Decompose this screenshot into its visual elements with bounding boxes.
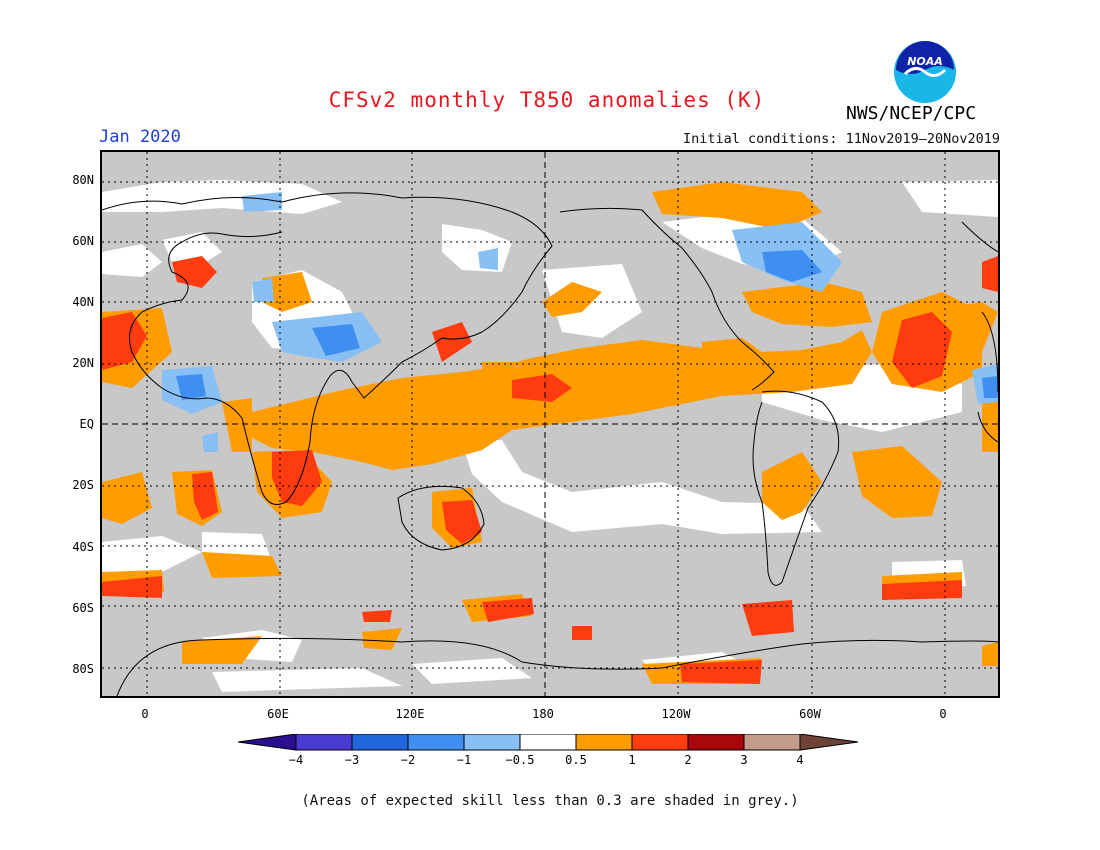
colorbar-segment: [687, 734, 745, 751]
lon-label: 180: [532, 707, 554, 721]
colorbar-tick: 0.5: [565, 753, 587, 767]
colorbar-tick: −2: [400, 753, 416, 767]
lat-label: 40N: [72, 295, 94, 309]
lat-label: 40S: [72, 540, 94, 554]
colorbar-tick: −3: [344, 753, 360, 767]
skill-footnote: (Areas of expected skill less than 0.3 a…: [301, 793, 799, 809]
colorbar-segment: [743, 734, 801, 751]
svg-text:NOAA: NOAA: [907, 55, 943, 68]
lon-label: 60E: [267, 707, 289, 721]
colorbar-tick: −4: [288, 753, 304, 767]
colorbar-segment: [351, 734, 409, 751]
colorbar-segment: [631, 734, 689, 751]
lon-label: 120W: [661, 707, 691, 721]
colorbar-segment: [407, 734, 465, 751]
colorbar: [238, 734, 859, 751]
colorbar-arrow-left: [238, 734, 297, 751]
lon-label: 120E: [395, 707, 425, 721]
anomaly-map-svg: [102, 152, 998, 696]
lat-label: 80N: [72, 173, 94, 187]
colorbar-tick: 4: [796, 753, 804, 767]
colorbar-arrow-right: [799, 734, 859, 751]
noaa-logo-icon: NOAA: [894, 41, 956, 103]
anomaly-map: [100, 150, 1000, 698]
lat-label: EQ: [79, 417, 94, 431]
lat-label: 20S: [72, 478, 94, 492]
orange-regions: [102, 182, 998, 684]
blue-regions: [176, 250, 998, 400]
forecast-month: Jan 2020: [99, 127, 181, 147]
colorbar-segment: [295, 734, 353, 751]
colorbar-segment: [463, 734, 521, 751]
lat-label: 80S: [72, 662, 94, 676]
gridlines: [102, 152, 998, 696]
colorbar-tick: 3: [740, 753, 748, 767]
lat-label: 60N: [72, 234, 94, 248]
colorbar-tick: −0.5: [505, 753, 535, 767]
colorbar-tick: 1: [628, 753, 636, 767]
lat-label: 20N: [72, 356, 94, 370]
initial-conditions: Initial conditions: 11Nov2019–20Nov2019: [683, 131, 1000, 147]
red-regions: [102, 256, 998, 684]
organization-label: NWS/NCEP/CPC: [846, 103, 977, 124]
chart-title: CFSv2 monthly T850 anomalies (K): [328, 88, 766, 112]
coastlines: [102, 192, 998, 696]
lon-label: 0: [939, 707, 947, 721]
colorbar-tick: −1: [456, 753, 472, 767]
lon-label: 60W: [799, 707, 821, 721]
colorbar-segment: [575, 734, 633, 751]
lat-label: 60S: [72, 601, 94, 615]
colorbar-tick: 2: [684, 753, 692, 767]
lon-label: 0: [141, 707, 149, 721]
colorbar-segment: [519, 734, 577, 751]
